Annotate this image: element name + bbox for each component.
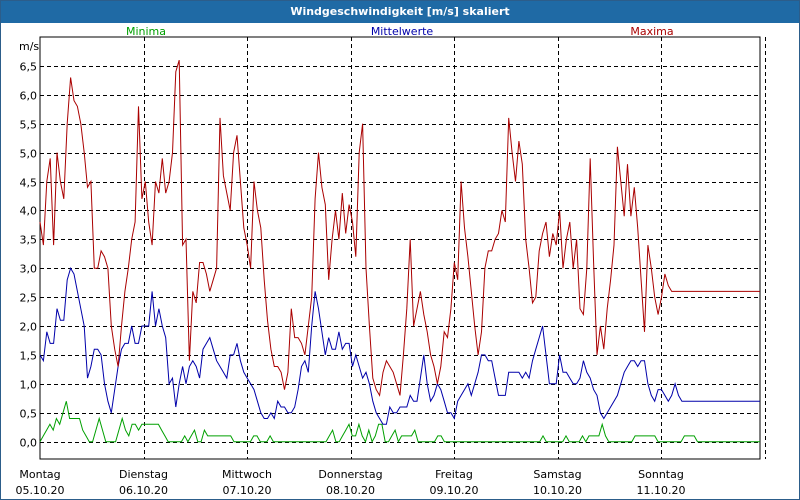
series-line-minima [39, 401, 760, 444]
y-tick-label: 6,5 [20, 61, 38, 74]
x-tick-date: 08.10.20 [326, 484, 375, 497]
x-tick-date: 11.10.20 [637, 484, 686, 497]
x-tick-weekday: Montag [19, 468, 60, 481]
x-tick-date: 10.10.20 [533, 484, 582, 497]
x-tick-weekday: Dienstag [119, 468, 168, 481]
y-tick-label: 5,0 [20, 148, 38, 161]
legend-maxima: Maxima [630, 25, 673, 38]
y-tick-label: 4,5 [20, 177, 38, 190]
x-tick-date: 07.10.20 [223, 484, 272, 497]
legend-minima: Minima [126, 25, 166, 38]
x-tick-weekday: Samstag [533, 468, 581, 481]
x-tick-date: 09.10.20 [430, 484, 479, 497]
y-tick-label: 3,0 [20, 263, 38, 276]
x-tick-weekday: Sonntag [638, 468, 684, 481]
y-tick-label: 1,0 [20, 379, 38, 392]
x-tick-date: 05.10.20 [16, 484, 65, 497]
y-tick-label: 4,0 [20, 205, 38, 218]
y-tick-label: 3,5 [20, 234, 38, 247]
x-tick-weekday: Donnerstag [318, 468, 382, 481]
plot-area [39, 36, 761, 460]
y-tick-label: 6,0 [20, 90, 38, 103]
y-tick-label: 0,0 [20, 437, 38, 450]
y-tick-label: 0,5 [20, 408, 38, 421]
y-tick-label: 2,0 [20, 321, 38, 334]
legend-mittelwerte: Mittelwerte [371, 25, 434, 38]
x-tick-date: 06.10.20 [119, 484, 168, 497]
series-line-maxima [39, 59, 760, 397]
series-line-mittelwerte [39, 266, 760, 425]
window-title: Windgeschwindigkeit [m/s] skaliert [1, 1, 799, 23]
y-tick-label: 5,5 [20, 119, 38, 132]
y-tick-label: 1,5 [20, 350, 38, 363]
y-tick-label: 2,5 [20, 292, 38, 305]
x-tick-weekday: Freitag [435, 468, 473, 481]
y-axis-label: m/s [19, 40, 39, 53]
x-tick-weekday: Mittwoch [222, 468, 272, 481]
